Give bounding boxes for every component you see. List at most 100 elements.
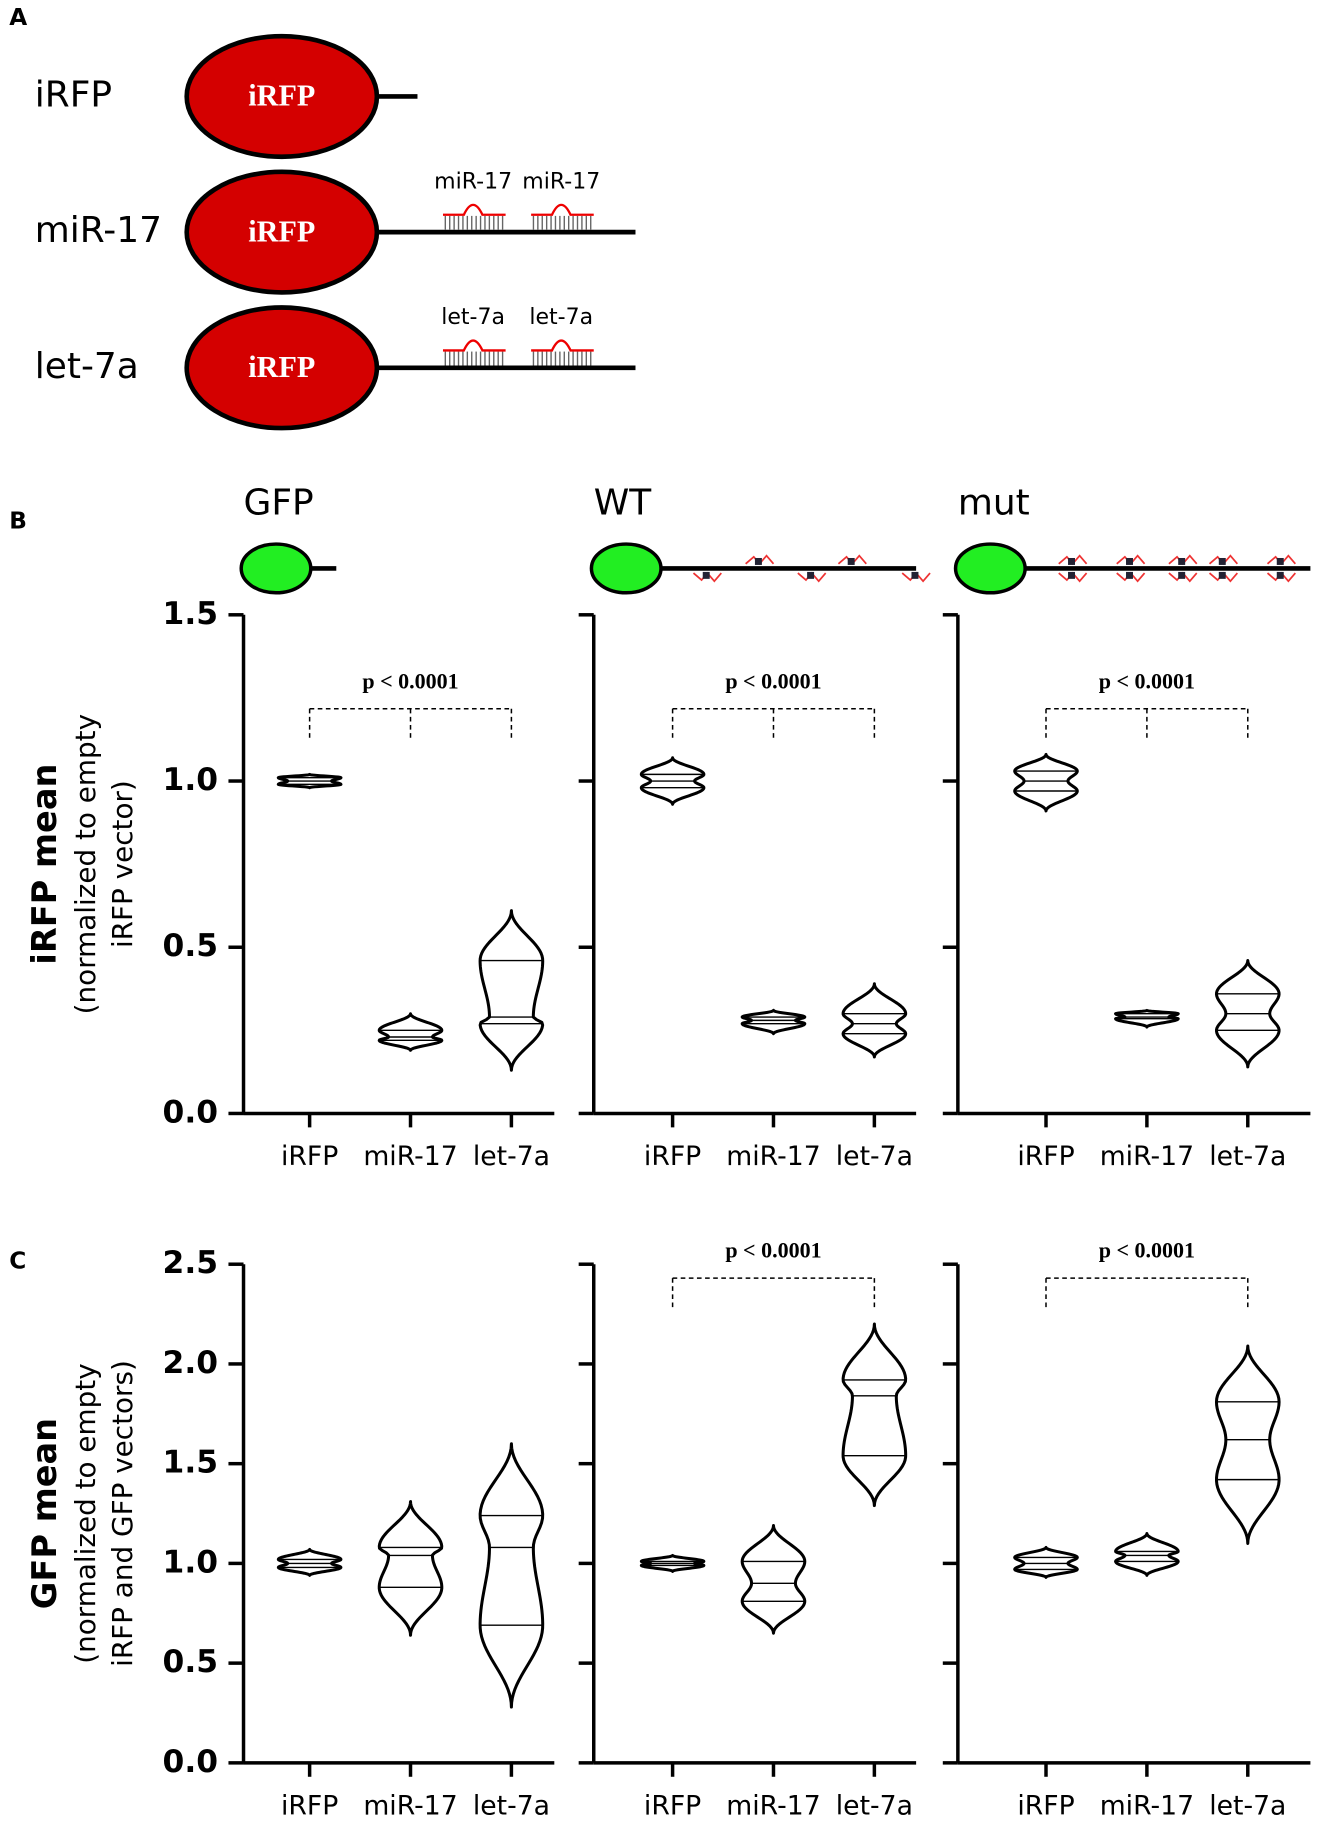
violin [1114, 1531, 1180, 1577]
x-tick-label: iRFP [281, 1790, 338, 1821]
construct-body-label: iRFP [248, 350, 315, 384]
x-tick-label: miR-17 [726, 1790, 820, 1821]
violin [1013, 752, 1079, 813]
y-tick-label: 1.0 [163, 1544, 218, 1580]
y-axis-title: iRFP mean [25, 764, 64, 965]
binding-site [531, 339, 594, 366]
construct-body-label: iRFP [248, 79, 315, 113]
x-tick-label: iRFP [1017, 1790, 1074, 1821]
violin [841, 1322, 908, 1508]
x-tick-label: miR-17 [1100, 1790, 1194, 1821]
violin [1013, 1545, 1079, 1579]
p-value: p < 0.0001 [1099, 668, 1195, 693]
gfp-body [239, 542, 313, 595]
x-tick-label: miR-17 [1100, 1141, 1194, 1172]
binding-site [442, 339, 506, 366]
panel-title: GFP [244, 483, 314, 524]
site-mirna [442, 339, 506, 352]
y-axis-note: (normalized to empty [69, 714, 102, 1014]
y-axis-note: iRFP vector) [106, 780, 139, 948]
site-glyph [847, 557, 855, 565]
iRFP-body [184, 33, 380, 160]
panel-title: mut [958, 483, 1030, 524]
site-label: miR-17 [434, 169, 512, 194]
iRFP-body [184, 305, 380, 431]
binding-site [531, 203, 594, 230]
violin [1214, 1344, 1281, 1545]
panel-label: B [9, 508, 27, 535]
site-label: let-7a [529, 305, 593, 330]
x-tick-label: iRFP [644, 1790, 701, 1821]
y-tick-label: 2.0 [163, 1345, 218, 1381]
iRFP-body [184, 169, 380, 295]
y-tick-label: 2.5 [163, 1245, 218, 1281]
panel-title: WT [594, 483, 653, 524]
site-mirna [531, 203, 594, 216]
x-tick-label: let-7a [1209, 1141, 1286, 1172]
construct-name: iRFP [35, 74, 112, 115]
site-glyph [911, 571, 919, 579]
site-glyph [1276, 571, 1284, 579]
y-tick-label: 0.5 [163, 1644, 218, 1680]
binding-site [442, 203, 506, 230]
site-glyph [754, 557, 762, 565]
site-glyph [702, 571, 710, 579]
y-axis-note: (normalized to empty [69, 1363, 102, 1663]
x-tick-label: miR-17 [726, 1141, 820, 1172]
site-glyph [1218, 571, 1226, 579]
x-tick-label: let-7a [473, 1790, 550, 1821]
site-glyph [1276, 557, 1284, 565]
diagram-shapes [184, 33, 636, 431]
site-mirna [442, 203, 506, 216]
x-tick-label: let-7a [836, 1790, 913, 1821]
p-value: p < 0.0001 [362, 668, 458, 693]
site-glyph [1068, 557, 1075, 565]
panel-label: A [9, 4, 27, 31]
violin [478, 909, 545, 1072]
violin [740, 1523, 807, 1635]
p-value: p < 0.0001 [1099, 1238, 1195, 1263]
panel-label: C [9, 1247, 26, 1274]
site-glyph [807, 571, 815, 579]
y-axis-title: GFP mean [25, 1418, 64, 1609]
gfp-body [589, 542, 663, 595]
x-tick-label: iRFP [644, 1141, 701, 1172]
p-value: p < 0.0001 [725, 1238, 821, 1263]
site-glyph [1126, 557, 1133, 565]
gfp-body [953, 542, 1027, 595]
y-tick-label: 1.5 [163, 1445, 218, 1481]
y-axis-note: iRFP and GFP vectors) [106, 1360, 139, 1667]
violin [841, 982, 908, 1059]
p-value: p < 0.0001 [725, 668, 821, 693]
x-tick-label: let-7a [1209, 1790, 1286, 1821]
site-glyph [1126, 571, 1133, 579]
site-glyph [1178, 557, 1186, 565]
x-tick-label: let-7a [836, 1141, 913, 1172]
x-tick-label: iRFP [1017, 1141, 1074, 1172]
site-mirna [531, 339, 594, 352]
violin [478, 1442, 545, 1709]
site-glyph [1178, 571, 1186, 579]
violin [740, 1008, 807, 1036]
site-glyph [1068, 571, 1075, 579]
site-label: let-7a [441, 305, 505, 330]
site-label: miR-17 [522, 169, 600, 194]
construct-name: miR-17 [35, 210, 162, 251]
x-tick-label: let-7a [473, 1141, 550, 1172]
violin [377, 1012, 444, 1052]
x-tick-label: miR-17 [363, 1790, 457, 1821]
y-tick-label: 0.5 [163, 928, 218, 964]
violin [276, 1547, 343, 1577]
y-tick-label: 0.0 [163, 1744, 218, 1780]
y-tick-label: 1.5 [163, 596, 218, 632]
construct-name: let-7a [35, 346, 139, 387]
x-tick-label: miR-17 [363, 1141, 457, 1172]
violin [377, 1500, 444, 1637]
y-tick-label: 1.0 [163, 762, 218, 798]
site-glyph [1218, 557, 1226, 565]
construct-body-label: iRFP [248, 214, 315, 248]
y-tick-label: 0.0 [163, 1094, 218, 1130]
x-tick-label: iRFP [281, 1141, 338, 1172]
